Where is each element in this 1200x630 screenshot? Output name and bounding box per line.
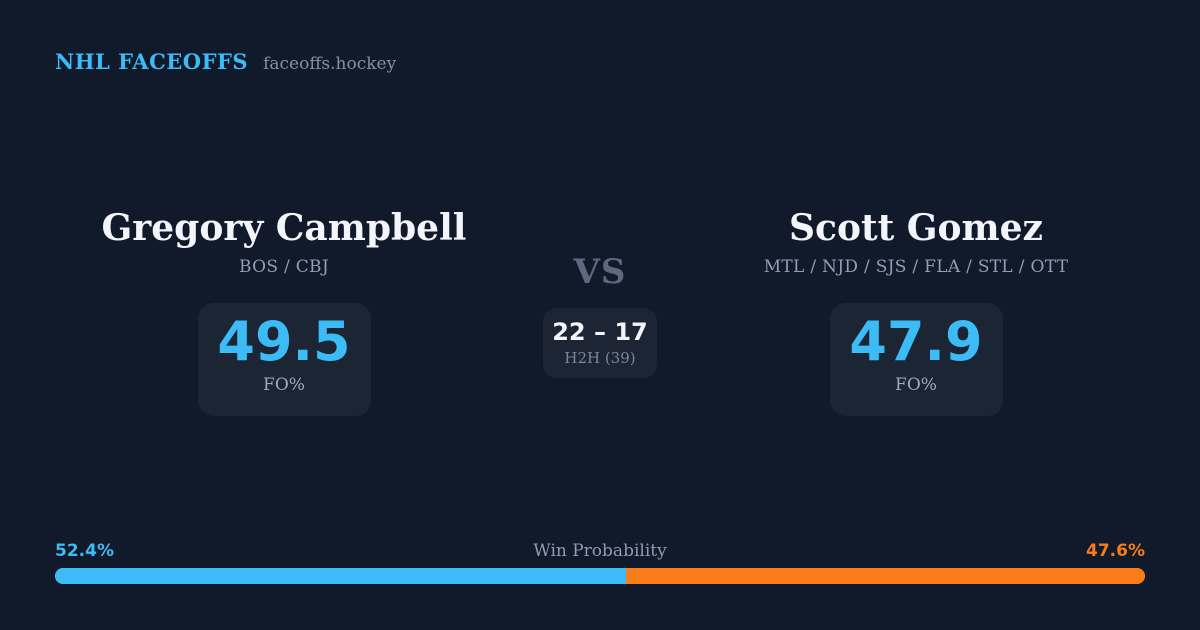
brand-title: NHL FACEOFFS xyxy=(55,49,249,74)
win-probability-bar-left-segment xyxy=(55,568,627,584)
win-probability-bar xyxy=(55,568,1145,584)
player-right-teams: MTL / NJD / SJS / FLA / STL / OTT xyxy=(763,257,1069,277)
matchup-section: VS 22 – 17 H2H (39) xyxy=(510,250,690,378)
player-right-fo-pct: 47.9 xyxy=(849,310,983,373)
player-left-teams: BOS / CBJ xyxy=(239,257,329,277)
h2h-card: 22 – 17 H2H (39) xyxy=(543,308,657,378)
win-probability-right-pct: 47.6% xyxy=(1086,541,1145,561)
player-right-name: Scott Gomez xyxy=(789,207,1043,249)
player-right-section: Scott Gomez MTL / NJD / SJS / FLA / STL … xyxy=(726,205,1106,416)
header: NHL FACEOFFS faceoffs.hockey xyxy=(55,49,396,74)
win-probability-labels: 52.4% Win Probability 47.6% xyxy=(55,541,1145,563)
vs-label: VS xyxy=(573,252,627,292)
player-right-stat-card: 47.9 FO% xyxy=(829,303,1003,416)
player-right-fo-label: FO% xyxy=(895,375,937,395)
player-left-fo-pct: 49.5 xyxy=(217,310,351,373)
h2h-label: H2H (39) xyxy=(564,349,636,367)
win-probability-left-pct: 52.4% xyxy=(55,541,114,561)
player-left-stat-card: 49.5 FO% xyxy=(197,303,371,416)
player-left-section: Gregory Campbell BOS / CBJ 49.5 FO% xyxy=(94,205,474,416)
player-left-fo-label: FO% xyxy=(263,375,305,395)
h2h-score: 22 – 17 xyxy=(552,318,648,346)
player-left-name: Gregory Campbell xyxy=(101,207,467,249)
site-url: faceoffs.hockey xyxy=(263,54,397,74)
win-probability-title: Win Probability xyxy=(533,541,667,561)
win-probability-bar-right-segment xyxy=(626,568,1145,584)
